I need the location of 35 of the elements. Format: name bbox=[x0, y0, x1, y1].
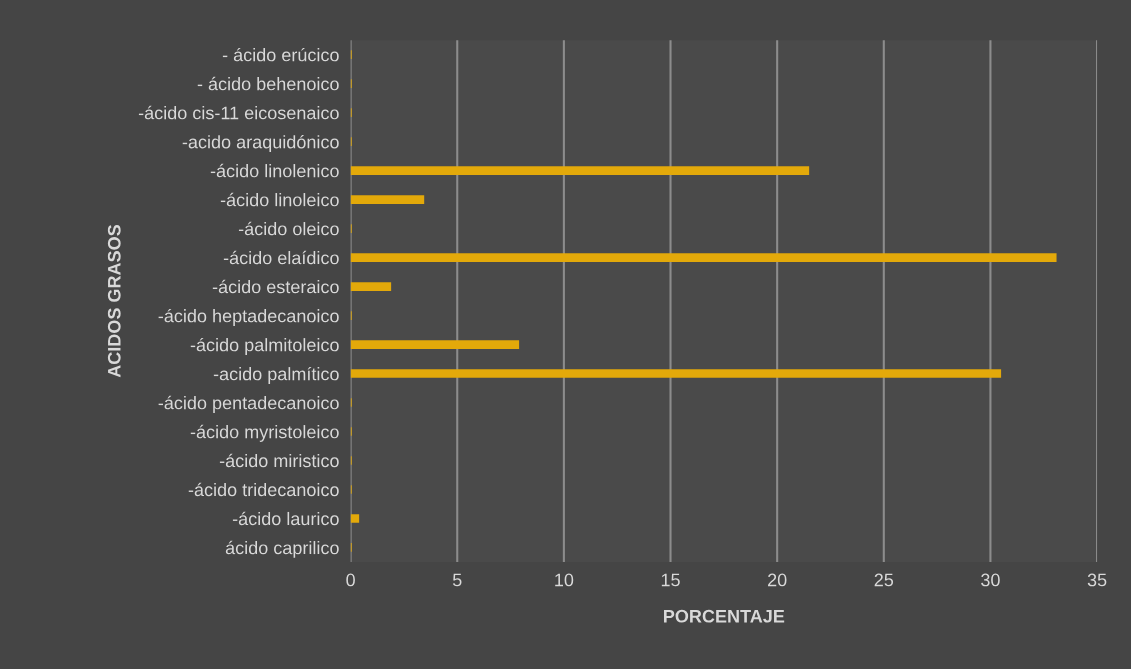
x-tick-label: 25 bbox=[874, 573, 894, 587]
x-tick-label: 0 bbox=[346, 573, 355, 587]
y-tick-label: -acido araquidónico bbox=[182, 134, 339, 152]
y-tick-label: -ácido heptadecanoico bbox=[158, 308, 339, 326]
bar bbox=[350, 282, 392, 291]
y-tick-label: -ácido myristoleico bbox=[190, 424, 339, 442]
x-tick-label: 30 bbox=[981, 573, 1000, 587]
y-tick-label: -ácido cis-11 eicosenaico bbox=[138, 105, 339, 120]
bar bbox=[350, 514, 360, 523]
y-tick-label: -ácido linolenico bbox=[210, 163, 339, 178]
y-tick-label: -ácido laurico bbox=[232, 511, 339, 526]
x-tick-label: 20 bbox=[768, 573, 787, 587]
x-tick-label: 5 bbox=[452, 573, 462, 587]
y-tick-label: -ácido linoleico bbox=[220, 192, 339, 207]
y-tick-label: - ácido erúcico bbox=[222, 47, 339, 62]
y-tick-label: -ácido miristico bbox=[219, 453, 339, 468]
y-tick-label: -ácido elaídico bbox=[223, 250, 339, 265]
y-axis-title: ACIDOS GRASOS bbox=[107, 225, 121, 378]
y-tick-label: -acido palmítico bbox=[213, 366, 339, 384]
y-tick-label: ácido caprilico bbox=[225, 540, 339, 558]
x-axis-title: PORCENTAJE bbox=[664, 609, 785, 623]
bar bbox=[350, 253, 1057, 262]
y-tick-label: -ácido tridecanoico bbox=[188, 482, 339, 497]
bar bbox=[350, 340, 520, 349]
x-tick-label: 10 bbox=[555, 573, 574, 587]
bar bbox=[350, 195, 425, 204]
x-tick-label: 35 bbox=[1087, 573, 1107, 587]
y-tick-label: -ácido pentadecanoico bbox=[158, 395, 339, 413]
bar bbox=[350, 369, 1002, 378]
x-tick-label: 15 bbox=[661, 573, 680, 587]
bar bbox=[350, 166, 810, 175]
y-tick-label: -ácido oleico bbox=[238, 221, 339, 236]
y-tick-label: -ácido palmitoleico bbox=[190, 337, 339, 355]
y-tick-label: - ácido behenoico bbox=[197, 76, 339, 91]
y-tick-label: -ácido esteraico bbox=[212, 279, 339, 294]
